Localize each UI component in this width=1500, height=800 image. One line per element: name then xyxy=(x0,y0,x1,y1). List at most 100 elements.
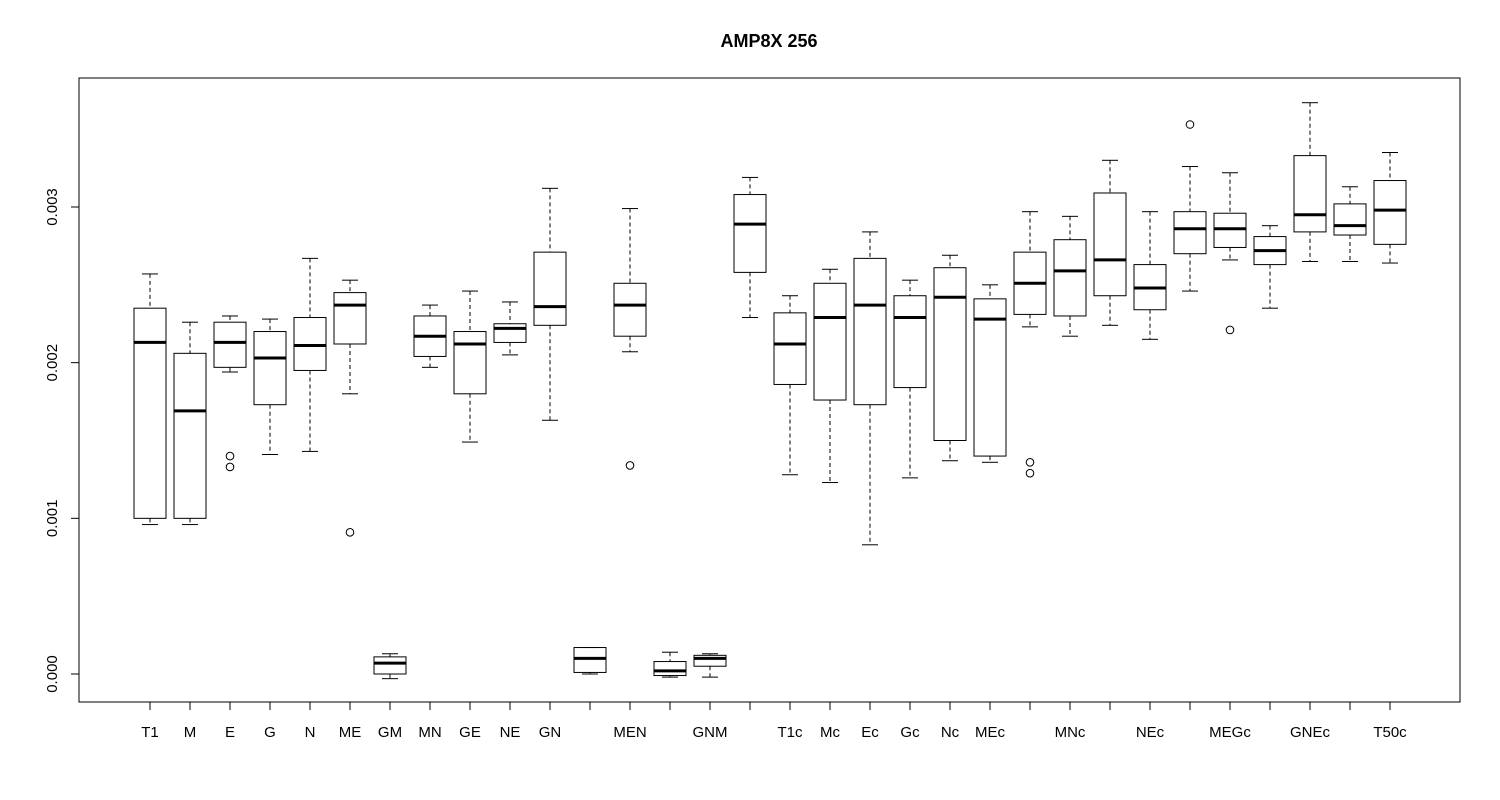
x-tick-label: Nc xyxy=(941,724,960,741)
box-m xyxy=(173,321,207,526)
iqr-box xyxy=(933,267,967,441)
iqr-box xyxy=(773,312,807,385)
x-tick-label: T1c xyxy=(777,724,803,741)
box-ne xyxy=(493,301,527,356)
box-n xyxy=(293,257,327,452)
iqr-box xyxy=(1093,192,1127,297)
x-tick-label: MEN xyxy=(613,724,646,741)
x-tick-label: NEc xyxy=(1136,724,1165,741)
x-tick-label: GE xyxy=(459,724,481,741)
outlier-point xyxy=(1025,457,1035,467)
box-ec xyxy=(853,231,887,546)
iqr-box xyxy=(213,321,247,368)
box-mc xyxy=(813,268,847,484)
x-tick-label: MEGc xyxy=(1209,724,1251,741)
iqr-box xyxy=(453,331,487,395)
y-tick-label: 0.001 xyxy=(44,500,61,538)
iqr-box xyxy=(813,282,847,401)
iqr-box xyxy=(1053,239,1087,317)
box-nc xyxy=(933,254,967,462)
box-ge xyxy=(453,290,487,443)
iqr-box xyxy=(333,292,367,345)
iqr-box xyxy=(1213,212,1247,248)
box-mnc xyxy=(1053,215,1087,337)
x-tick-label: M xyxy=(184,724,197,741)
box-men xyxy=(613,208,647,470)
chart-title: AMP8X 256 xyxy=(720,31,817,51)
box-unlabeled-26 xyxy=(1173,120,1207,292)
iqr-box xyxy=(293,317,327,371)
y-axis: 0.000 0.001 0.002 0.003 xyxy=(44,188,80,693)
iqr-box xyxy=(853,257,887,406)
x-tick-label: GNM xyxy=(693,724,728,741)
x-axis: T1 M E G N ME GM MN GE NE GN MEN GNM T1c Mc Ec Gc Nc MEc MN… xyxy=(141,701,1407,741)
iqr-box xyxy=(493,323,527,343)
iqr-box xyxy=(1333,203,1367,236)
iqr-box xyxy=(173,352,207,519)
box-me xyxy=(333,279,367,537)
iqr-box xyxy=(693,654,727,667)
boxes-group xyxy=(133,102,1407,680)
box-unlabeled-11 xyxy=(573,647,607,675)
box-unlabeled-22 xyxy=(1013,211,1047,478)
box-gnec xyxy=(1293,102,1327,262)
x-tick-label: Ec xyxy=(861,724,879,741)
x-tick-label: GNEc xyxy=(1290,724,1331,741)
box-megc xyxy=(1213,172,1247,335)
box-gn xyxy=(533,187,567,421)
box-t50c xyxy=(1373,152,1407,264)
iqr-box xyxy=(1293,155,1327,233)
x-tick-label: NE xyxy=(500,724,521,741)
iqr-box xyxy=(733,194,767,273)
box-gm xyxy=(373,653,407,680)
box-unlabeled-24 xyxy=(1093,159,1127,326)
x-tick-label: N xyxy=(305,724,316,741)
box-nec xyxy=(1133,211,1167,340)
outlier-point xyxy=(1025,468,1035,478)
box-g xyxy=(253,318,287,456)
box-e xyxy=(213,315,247,472)
iqr-box xyxy=(973,298,1007,457)
box-unlabeled-15 xyxy=(733,176,767,319)
outlier-point xyxy=(1185,120,1195,129)
x-tick-label: ME xyxy=(339,724,362,741)
box-unlabeled-28 xyxy=(1253,225,1287,309)
iqr-box xyxy=(253,331,287,406)
x-tick-label: MN xyxy=(418,724,441,741)
x-tick-label: E xyxy=(225,724,235,741)
box-gnm xyxy=(693,653,727,678)
outlier-point xyxy=(625,461,635,470)
iqr-box xyxy=(1373,180,1407,245)
iqr-box xyxy=(133,307,167,519)
outlier-point xyxy=(1225,325,1235,335)
iqr-box xyxy=(613,282,647,337)
x-tick-label: GM xyxy=(378,724,402,741)
box-unlabeled-30 xyxy=(1333,186,1367,262)
outlier-point xyxy=(225,451,235,461)
iqr-box xyxy=(1173,211,1207,255)
x-tick-label: T50c xyxy=(1373,724,1407,741)
x-tick-label: G xyxy=(264,724,276,741)
iqr-box xyxy=(653,661,687,677)
outlier-point xyxy=(225,462,235,472)
box-mec xyxy=(973,284,1007,463)
box-t1c xyxy=(773,295,807,476)
iqr-box xyxy=(573,647,607,673)
x-tick-label: Gc xyxy=(900,724,920,741)
outlier-point xyxy=(345,528,355,537)
x-tick-label: T1 xyxy=(141,724,159,741)
box-mn xyxy=(413,304,447,368)
y-tick-label: 0.000 xyxy=(44,655,61,693)
iqr-box xyxy=(893,295,927,389)
iqr-box xyxy=(533,251,567,326)
box-t1 xyxy=(133,273,167,526)
x-tick-label: Mc xyxy=(820,724,840,741)
x-tick-label: GN xyxy=(539,724,562,741)
x-tick-label: MEc xyxy=(975,724,1006,741)
y-tick-label: 0.002 xyxy=(44,344,61,382)
x-tick-label: MNc xyxy=(1055,724,1086,741)
y-tick-label: 0.003 xyxy=(44,188,61,226)
box-gc xyxy=(893,279,927,479)
iqr-box xyxy=(373,656,407,675)
